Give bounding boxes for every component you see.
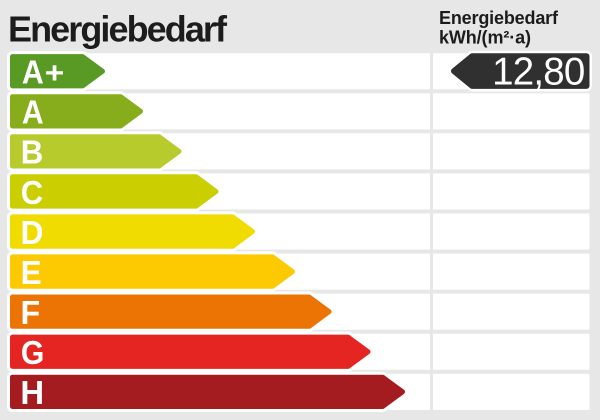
svg-text:G: G — [21, 334, 44, 372]
svg-text:kWh/(m²·a): kWh/(m²·a) — [439, 27, 531, 47]
svg-text:12,80: 12,80 — [492, 51, 584, 94]
svg-text:F: F — [21, 293, 41, 331]
svg-text:+: + — [45, 56, 65, 90]
svg-text:Energiebedarf: Energiebedarf — [439, 8, 559, 28]
svg-text:E: E — [21, 254, 42, 291]
svg-text:A: A — [22, 93, 44, 131]
svg-text:C: C — [21, 174, 43, 211]
svg-text:H: H — [20, 375, 44, 412]
svg-text:Energiebedarf: Energiebedarf — [8, 9, 228, 50]
svg-text:A: A — [22, 53, 44, 91]
svg-text:B: B — [21, 134, 43, 171]
svg-text:D: D — [20, 213, 43, 251]
